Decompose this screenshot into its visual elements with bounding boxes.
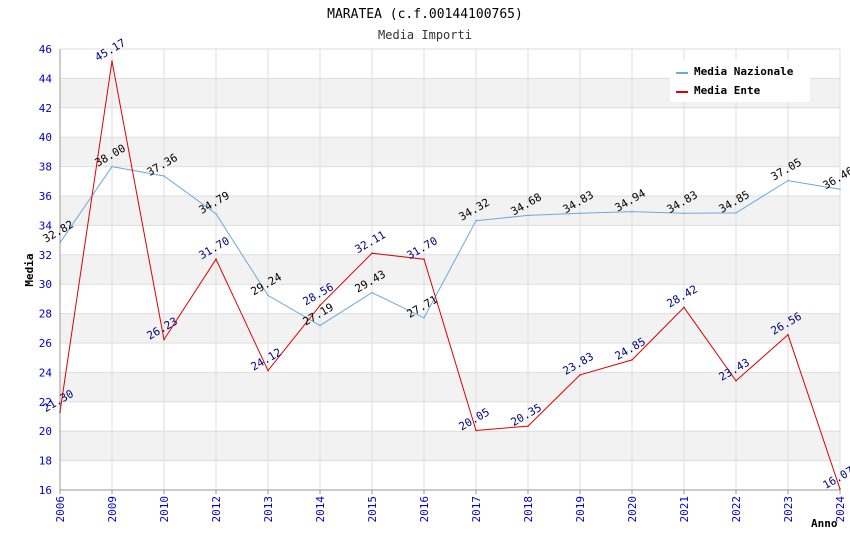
point-nazionale xyxy=(111,165,113,168)
x-tick-label: 2020 xyxy=(626,496,639,523)
x-tick-label: 2014 xyxy=(314,496,327,523)
series-line-media-nazionale xyxy=(59,166,841,327)
x-tick-label: 2017 xyxy=(470,496,483,523)
point-ente xyxy=(579,374,581,376)
point-ente xyxy=(215,258,217,261)
x-tick-label: 2018 xyxy=(522,496,535,523)
point-nazionale xyxy=(735,212,737,214)
data-label-ente: 45.17 xyxy=(93,36,128,64)
x-tick-label: 2015 xyxy=(366,496,379,523)
legend-label-ente: Media Ente xyxy=(694,84,761,97)
x-tick-label: 2021 xyxy=(678,496,691,523)
point-ente xyxy=(423,258,425,261)
data-label-ente: 28.42 xyxy=(665,282,700,310)
y-tick-label: 44 xyxy=(39,72,53,85)
legend-box xyxy=(670,60,810,102)
x-tick-label: 2006 xyxy=(54,496,67,523)
point-ente xyxy=(371,252,373,254)
point-nazionale xyxy=(475,219,477,222)
point-ente xyxy=(527,425,529,427)
y-tick-label: 26 xyxy=(39,337,52,350)
x-tick-label: 2023 xyxy=(782,496,795,523)
axes xyxy=(59,49,840,491)
chart-title: MARATEA (c.f.00144100765) xyxy=(327,7,523,22)
x-tick-label: 2019 xyxy=(574,496,587,523)
point-nazionale xyxy=(267,294,269,297)
grid-band xyxy=(60,196,840,226)
y-tick-label: 36 xyxy=(39,190,52,203)
point-ente xyxy=(267,369,269,372)
point-ente xyxy=(111,60,113,63)
grid-band xyxy=(60,372,840,402)
y-tick-label: 34 xyxy=(39,219,53,232)
point-ente xyxy=(839,488,841,490)
point-nazionale xyxy=(631,210,633,213)
grid-band xyxy=(60,137,840,167)
point-nazionale xyxy=(527,214,529,217)
y-tick-label: 38 xyxy=(39,161,52,174)
legend: Media Nazionale Media Ente xyxy=(670,60,810,102)
point-ente xyxy=(787,333,789,336)
x-tick-label: 2009 xyxy=(106,496,119,523)
x-tick-label: 2022 xyxy=(730,496,743,523)
legend-label-nazionale: Media Nazionale xyxy=(694,65,794,78)
point-nazionale xyxy=(163,175,165,177)
y-tick-label: 46 xyxy=(39,43,52,56)
data-label-ente: 32.11 xyxy=(353,228,388,256)
point-nazionale xyxy=(319,324,321,327)
x-axis-label: Anno xyxy=(811,517,838,530)
y-tick-label: 22 xyxy=(39,396,52,409)
point-ente xyxy=(683,306,685,309)
x-tick-label: 2024 xyxy=(834,496,847,523)
point-nazionale xyxy=(371,291,373,294)
x-tick-label: 2016 xyxy=(418,496,431,523)
x-tick-label: 2013 xyxy=(262,496,275,523)
point-nazionale xyxy=(787,179,789,182)
y-tick-label: 20 xyxy=(39,425,52,438)
point-nazionale xyxy=(423,317,425,319)
y-tick-label: 24 xyxy=(39,366,53,379)
x-tick-label: 2010 xyxy=(158,496,171,523)
grid-bands xyxy=(60,78,840,461)
y-tick-label: 16 xyxy=(39,484,52,497)
point-nazionale xyxy=(839,188,841,191)
chart-subtitle: Media Importi xyxy=(378,28,472,42)
y-axis-label: Media xyxy=(23,253,36,286)
y-tick-label: 42 xyxy=(39,102,52,115)
point-ente xyxy=(735,379,737,382)
point-ente xyxy=(631,359,633,361)
point-nazionale xyxy=(59,241,61,244)
y-tick-label: 28 xyxy=(39,308,52,321)
series-lines xyxy=(59,60,841,490)
y-tick-label: 32 xyxy=(39,249,52,262)
point-ente xyxy=(319,304,321,307)
data-label-ente: 24.12 xyxy=(249,346,284,374)
point-nazionale xyxy=(579,212,581,214)
grid-band xyxy=(60,313,840,343)
data-label-ente: 21.30 xyxy=(41,387,76,415)
point-ente xyxy=(163,338,165,341)
x-tick-labels: 2006 2009 2010 2012 2013 2014 2015 2016 2017 2018… xyxy=(54,496,847,523)
y-tick-labels: 16 18 20 22 24 26 28 30 32 34 36 38 40 42 44 46 xyxy=(39,43,53,497)
y-tick-label: 18 xyxy=(39,455,52,468)
series-line-media-ente xyxy=(59,61,841,490)
grid-band xyxy=(60,431,840,461)
point-ente xyxy=(475,429,477,432)
y-tick-label: 30 xyxy=(39,278,52,291)
data-label-ente: 16.07 xyxy=(821,464,850,492)
x-tick-label: 2012 xyxy=(210,496,223,523)
point-nazionale xyxy=(683,212,685,214)
data-label-ente: 20.35 xyxy=(509,401,544,429)
point-nazionale xyxy=(215,212,217,215)
y-tick-label: 40 xyxy=(39,131,52,144)
point-ente xyxy=(59,411,61,413)
